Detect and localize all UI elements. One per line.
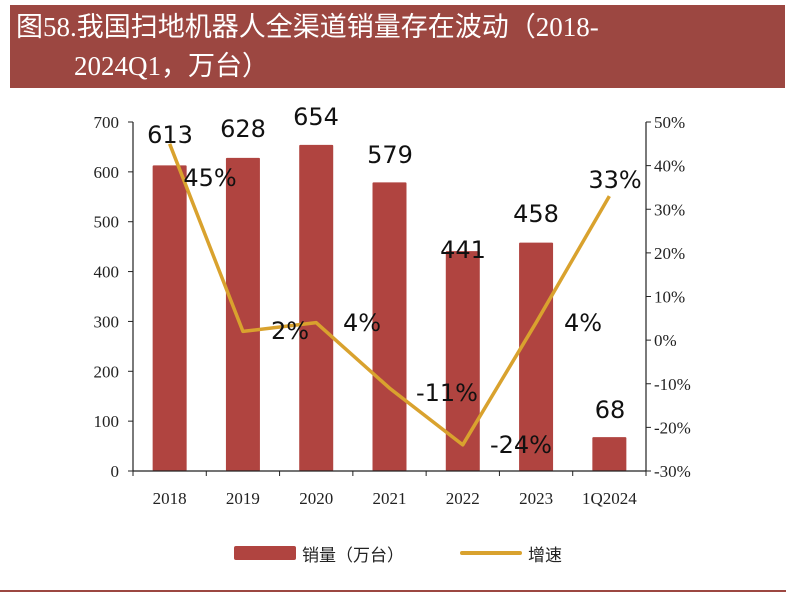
legend-label-growth: 增速 [528,545,562,566]
x-tick-label: 1Q2024 [582,489,637,508]
bar-value-label: 458 [513,200,559,228]
growth-value-label: 4% [343,309,381,337]
growth-value-label: 45% [183,164,236,192]
bar-2019 [225,157,260,471]
bar-value-label: 579 [367,141,413,169]
bar-2023 [519,242,554,471]
legend-label-sales: 销量（万台） [302,545,404,566]
growth-line [168,143,611,447]
title-banner: 图58.我国扫地机器人全渠道销量存在波动（2018- 2024Q1，万台） [10,5,785,88]
x-tick-label: 2019 [226,489,260,508]
bar-value-label: 628 [220,115,266,143]
legend-item-sales: 销量（万台） [234,538,404,568]
legend-swatch-bar [234,546,296,560]
right-tick-label: -20% [654,418,691,437]
x-tick-label: 2018 [153,489,187,508]
left-tick-label: 500 [94,213,120,232]
left-tick-label: 0 [111,462,120,481]
growth-value-label: -11% [416,379,478,407]
right-tick-label: 40% [654,157,685,176]
right-tick-label: 20% [654,244,685,263]
right-tick-label: -30% [654,462,691,481]
x-tick-label: 2023 [519,489,553,508]
legend-swatch-line [460,551,522,555]
growth-value-label: -24% [490,431,552,459]
right-tick-label: 30% [654,200,685,219]
title-line-1: 图58.我国扫地机器人全渠道销量存在波动（2018- [16,12,599,42]
bar-2021 [372,182,407,471]
bar-value-label: 68 [595,396,626,424]
bar-1Q2024 [592,437,627,471]
right-tick-label: 50% [654,113,685,132]
bottom-rule [0,590,786,592]
left-tick-label: 100 [94,412,120,431]
left-tick-label: 600 [94,163,120,182]
bar-2020 [299,144,334,472]
growth-value-label: 33% [588,166,641,194]
x-tick-label: 2022 [446,489,480,508]
bar-value-label: 441 [440,236,486,264]
x-tick-label: 2020 [299,489,333,508]
right-tick-label: -10% [654,375,691,394]
left-tick-label: 300 [94,312,120,331]
left-tick-label: 400 [94,263,120,282]
bar-value-label: 613 [147,121,193,149]
legend-item-growth: 增速 [460,538,562,568]
bar-2022 [445,251,480,471]
left-tick-label: 700 [94,113,120,132]
bar-value-label: 654 [293,103,339,131]
x-tick-label: 2021 [373,489,407,508]
growth-value-label: 4% [564,309,602,337]
title-line-2: 2024Q1，万台） [74,51,269,81]
right-tick-label: 10% [654,288,685,307]
growth-value-label: 2% [271,317,309,345]
right-tick-label: 0% [654,331,677,350]
bar-2018 [152,165,187,471]
left-tick-label: 200 [94,362,120,381]
